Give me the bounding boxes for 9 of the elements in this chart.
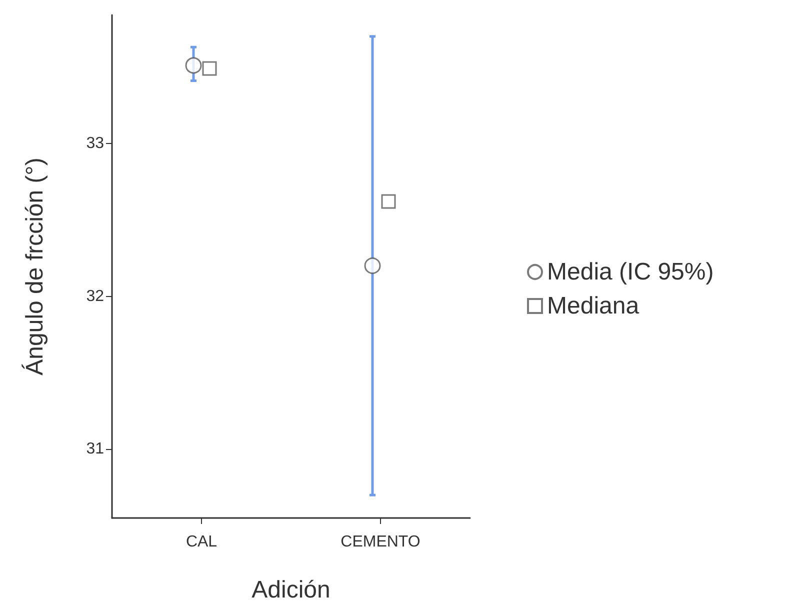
x-tick-label: CAL	[186, 534, 218, 550]
y-tick-label: 33	[86, 134, 104, 152]
y-axis-title: Ángulo de frcción (°)	[22, 158, 48, 376]
legend-label: Media (IC 95%)	[547, 258, 714, 286]
legend-label: Mediana	[547, 292, 640, 320]
x-axis-title: Adición	[252, 576, 330, 604]
x-tick-label: CEMENTO	[340, 534, 420, 550]
y-tick-label: 32	[86, 288, 104, 305]
y-tick-label: 31	[86, 440, 104, 458]
